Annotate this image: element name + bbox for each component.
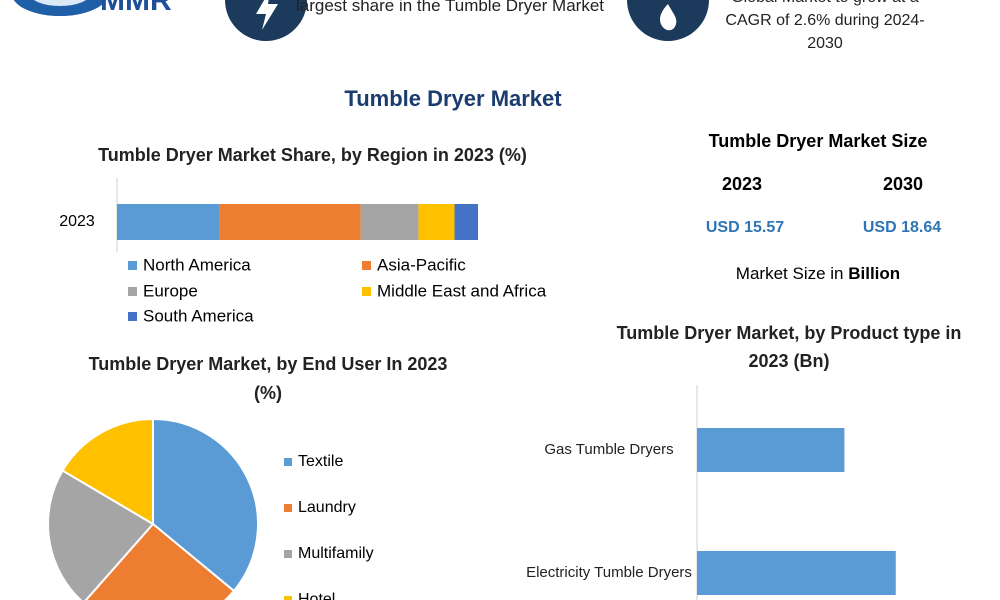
legend-swatch (284, 596, 292, 600)
category-label: Electricity Tumble Dryers (526, 564, 692, 581)
market-value: USD 18.64 (863, 219, 941, 236)
main-title: Tumble Dryer Market (344, 86, 562, 111)
bar (697, 428, 845, 472)
legend-label: Middle East and Africa (377, 281, 547, 300)
logo-mark (34, 0, 86, 6)
legend-swatch (128, 312, 137, 321)
icon (256, 0, 278, 30)
legend-swatch (362, 287, 371, 296)
legend-swatch (362, 261, 371, 270)
legend-swatch (128, 287, 137, 296)
logo-text: MMR (100, 0, 172, 17)
logo-mark (13, 0, 107, 16)
bar-segment (117, 204, 220, 240)
legend-label: South America (143, 306, 254, 325)
legend-label: Laundry (298, 499, 356, 516)
chart-title: Tumble Dryer Market, by End User In 2023… (88, 354, 448, 403)
header-text: Global Market to grow at a CAGR of 2.6% … (725, 0, 925, 52)
market-note: Market Size in Billion (736, 264, 900, 283)
pie-slice (84, 522, 236, 600)
bar-segment (454, 204, 478, 240)
icon (660, 4, 677, 31)
chart-title: Tumble Dryer Market, by Product type in … (616, 323, 962, 371)
legend-label: Asia-Pacific (377, 255, 466, 274)
legend-label: Hotel (298, 591, 335, 600)
legend-label: North America (143, 255, 251, 274)
legend-swatch (284, 550, 292, 558)
category-label: Gas Tumble Dryers (544, 441, 674, 458)
pie-slice (61, 417, 154, 526)
legend-label: Textile (298, 453, 343, 470)
bar-segment (219, 204, 361, 240)
year: 2030 (883, 174, 923, 194)
chart-title: Tumble Dryer Market Share, by Region in … (98, 145, 527, 165)
note: Market Size in (736, 264, 844, 283)
legend-swatch (284, 504, 292, 512)
pie-slice (47, 469, 155, 600)
legend-label: Multifamily (298, 545, 374, 562)
pie-slice (152, 417, 259, 593)
header-text: largest share in the Tumble Dryer Market (295, 0, 604, 15)
legend-swatch (128, 261, 137, 270)
market-value: USD 15.57 (706, 219, 784, 236)
bar-segment (360, 204, 419, 240)
legend-swatch (284, 458, 292, 466)
note-bold: Billion (848, 264, 900, 283)
category-label: 2023 (59, 213, 95, 230)
year: 2023 (722, 174, 762, 194)
market-size-title: Tumble Dryer Market Size (709, 131, 928, 151)
bar (697, 551, 896, 595)
bar-segment (418, 204, 455, 240)
legend-label: Europe (143, 281, 198, 300)
